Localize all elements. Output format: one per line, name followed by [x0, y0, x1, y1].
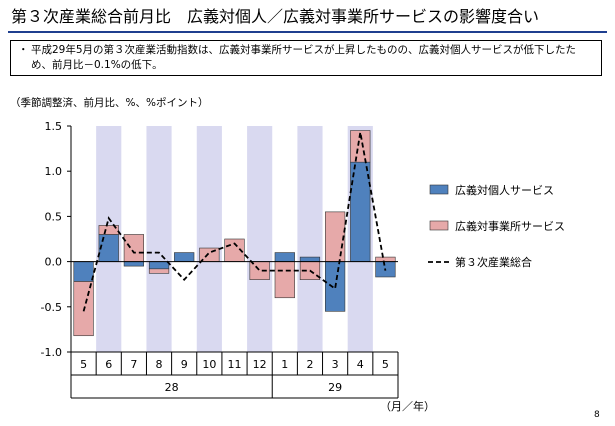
- bar-segment: [98, 234, 119, 262]
- x-tick-label: 4: [357, 358, 364, 371]
- x-tick-label: 5: [80, 358, 87, 371]
- legend-label: 広義対個人サービス: [455, 183, 554, 197]
- bar-segment: [375, 256, 396, 262]
- x-tick-label: 10: [202, 358, 216, 371]
- bar-segment: [274, 252, 295, 262]
- shaded-column: [297, 126, 323, 352]
- legend-swatch: [429, 184, 449, 195]
- bar-segment: [123, 234, 144, 262]
- y-tick-label: 1.0: [45, 165, 63, 178]
- x-tick-label: 7: [130, 358, 137, 371]
- y-tick-label: -1.0: [41, 346, 62, 359]
- legend-label: 第３次産業総合: [455, 255, 532, 269]
- bar-segment: [274, 261, 295, 299]
- x-tick-label: 6: [105, 358, 112, 371]
- bar-segment: [148, 268, 170, 274]
- bar-segment: [148, 261, 170, 270]
- shaded-column: [146, 126, 172, 352]
- x-tick-label: 5: [382, 358, 389, 371]
- year-label: 28: [165, 381, 179, 394]
- summary-note-text: 平成29年5月の第３次産業活動指数は、広義対事業所サービスが上昇したものの、広義…: [31, 44, 577, 71]
- x-tick-label: 2: [306, 358, 313, 371]
- legend-label: 広義対事業所サービス: [455, 219, 565, 233]
- shaded-column: [196, 126, 222, 352]
- bullet-icon: ・: [18, 44, 29, 56]
- chart-unit-label: （季節調整済、前月比、%、%ポイント）: [10, 97, 209, 109]
- legend-swatch: [429, 220, 449, 231]
- title-divider: [8, 31, 607, 33]
- x-tick-label: 12: [253, 358, 267, 371]
- x-unit-label: （月／年）: [380, 399, 435, 413]
- y-tick-label: 1.5: [45, 120, 63, 133]
- page-number: 8: [594, 410, 600, 420]
- page-title: 第３次産業総合前月比 広義対個人／広義対事業所サービスの影響度合い: [11, 7, 540, 26]
- bar-segment: [123, 261, 144, 267]
- x-tick-label: 9: [181, 358, 188, 371]
- bar-segment: [299, 256, 321, 262]
- bar-segment: [174, 252, 195, 262]
- y-tick-label: -0.5: [41, 301, 62, 314]
- bar-segment: [98, 225, 119, 235]
- bar-segment: [325, 211, 346, 262]
- summary-note: ・ 平成29年5月の第３次産業活動指数は、広義対事業所サービスが上昇したものの、…: [10, 40, 602, 76]
- shaded-column: [247, 126, 273, 352]
- y-tick-label: 0.0: [45, 256, 63, 269]
- bar-segment: [73, 261, 94, 282]
- x-tick-label: 8: [156, 358, 163, 371]
- x-tick-label: 3: [332, 358, 339, 371]
- x-tick-label: 1: [281, 358, 288, 371]
- x-tick-label: 11: [228, 358, 242, 371]
- year-label: 29: [328, 381, 342, 394]
- y-tick-label: 0.5: [45, 210, 63, 223]
- total-line: [82, 132, 387, 312]
